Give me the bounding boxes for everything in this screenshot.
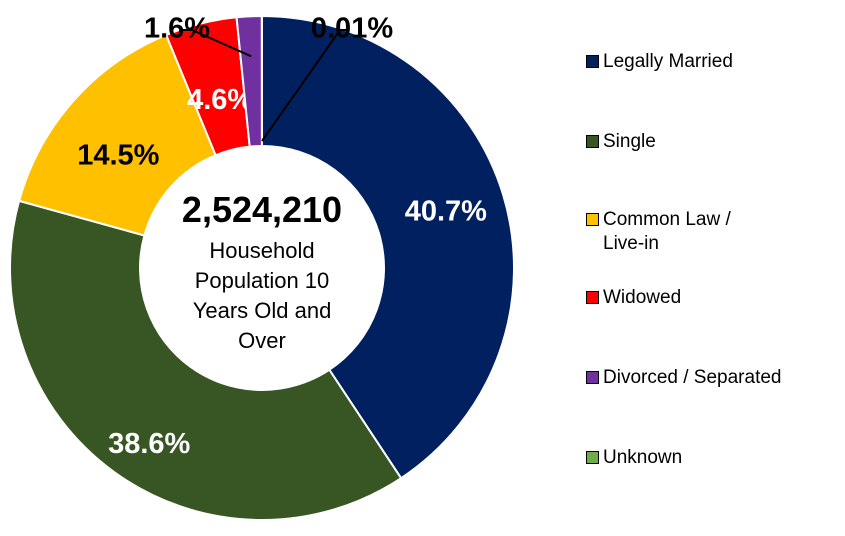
leader-line (180, 29, 252, 58)
legend-swatch (586, 135, 599, 148)
data-label: 40.7% (405, 195, 487, 227)
legend-label: Single (603, 131, 656, 152)
legend-swatch (586, 213, 599, 226)
legend-item: Common Law / Live-in (586, 208, 753, 256)
legend-swatch (586, 451, 599, 464)
legend-swatch (586, 371, 599, 384)
data-label: 4.6% (187, 84, 253, 116)
data-label: 0.01% (311, 13, 393, 45)
legend-item: Divorced / Separated (586, 366, 782, 390)
data-label: 14.5% (77, 139, 159, 171)
donut-segment (9, 199, 403, 521)
legend-item: Unknown (586, 446, 682, 470)
legend-label: Legally Married (603, 51, 733, 72)
center-subtitle: Household Population 10 Years Old and Ov… (192, 238, 332, 353)
legend-item: Single (586, 130, 656, 154)
legend-label: Unknown (603, 447, 683, 468)
center-label: 2,524,210 Household Population 10 Years … (162, 188, 362, 356)
legend-swatch (586, 55, 599, 68)
legend-item: Legally Married (586, 50, 733, 74)
donut-segment (261, 14, 515, 480)
legend-swatch (586, 291, 599, 304)
legend-item: Widowed (586, 286, 681, 310)
donut-segment (17, 33, 217, 237)
leader-line (261, 29, 349, 142)
legend-label: Widowed (603, 287, 682, 308)
data-label: 1.6% (144, 13, 210, 45)
center-title: 2,524,210 (181, 189, 343, 230)
legend-label: Divorced / Separated (603, 367, 782, 388)
data-label: 38.6% (108, 428, 190, 460)
legend-label: Common Law / Live-in (603, 209, 731, 254)
